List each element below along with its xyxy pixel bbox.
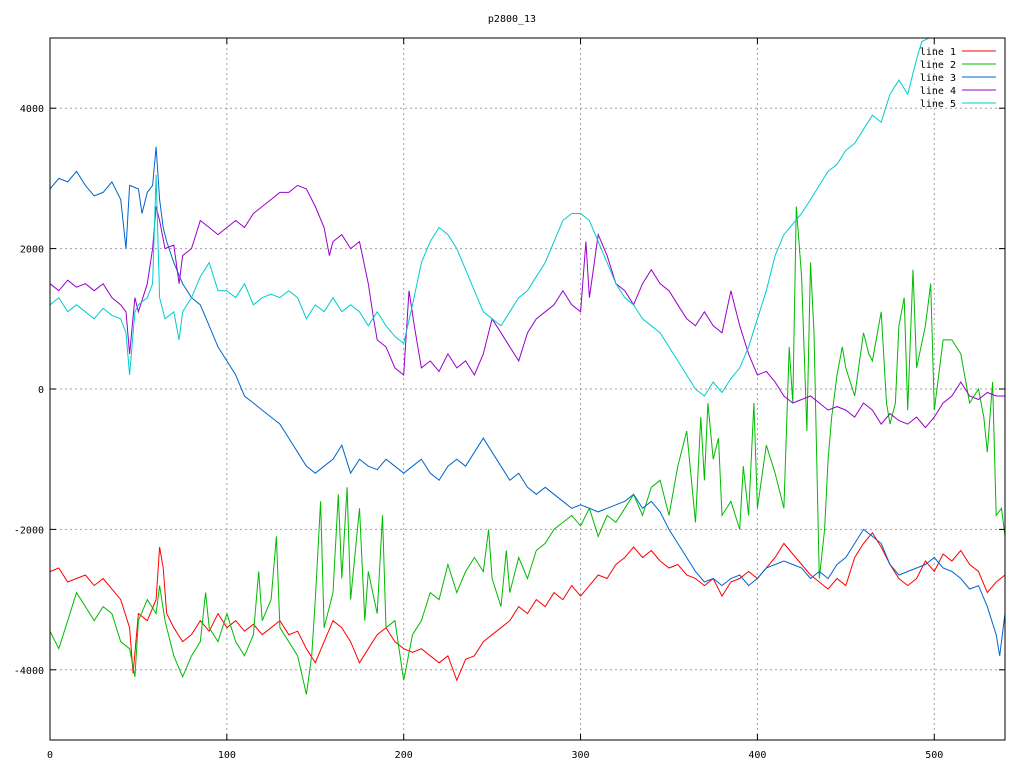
chart-title: p2800_13 [488, 14, 536, 25]
x-tick-label: 300 [572, 750, 590, 761]
y-tick-label: -4000 [14, 666, 44, 677]
axes: 0 100 200 300 400 500 -4000 -2000 0 2000 4000 [14, 37, 1006, 761]
legend-label-5: line 5 [920, 99, 956, 110]
series-line-3 [50, 146, 1005, 656]
series-line-4 [50, 184, 1005, 429]
x-tick-label: 500 [925, 750, 943, 761]
x-tick-label: 100 [218, 750, 236, 761]
series-lines [50, 38, 1005, 695]
series-line-2 [50, 206, 1005, 695]
y-tick-label: -2000 [14, 525, 44, 536]
x-tick-label: 200 [395, 750, 413, 761]
legend-label-1: line 1 [920, 47, 956, 58]
y-tick-label: 2000 [20, 245, 44, 256]
legend-label-4: line 4 [920, 86, 956, 97]
series-line-5 [50, 38, 930, 397]
series-line-1 [50, 532, 1005, 682]
grid-lines [50, 38, 1005, 740]
legend-label-3: line 3 [920, 73, 956, 84]
x-tick-label: 0 [47, 750, 53, 761]
y-tick-label: 4000 [20, 104, 44, 115]
legend-label-2: line 2 [920, 60, 956, 71]
x-tick-label: 400 [748, 750, 766, 761]
legend: line 1 line 2 line 3 line 4 line 5 [920, 47, 996, 110]
y-tick-label: 0 [38, 385, 44, 396]
